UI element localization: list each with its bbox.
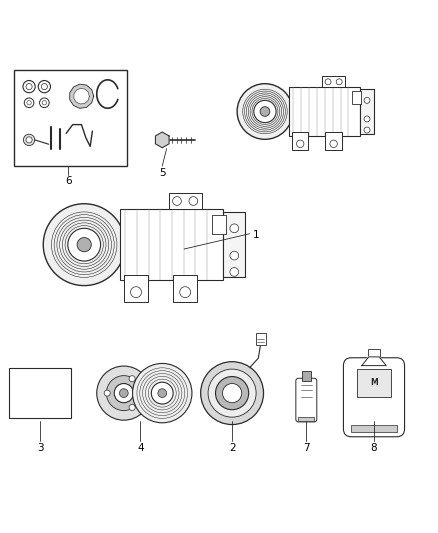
Circle shape	[26, 84, 32, 90]
Circle shape	[106, 376, 141, 410]
FancyBboxPatch shape	[296, 378, 317, 422]
Polygon shape	[74, 88, 89, 104]
Polygon shape	[155, 132, 169, 148]
Bar	[10, 368, 71, 418]
Bar	[352, 91, 361, 104]
Polygon shape	[70, 84, 94, 108]
Circle shape	[129, 376, 135, 382]
Text: 5: 5	[159, 168, 166, 177]
Circle shape	[129, 405, 135, 410]
Circle shape	[27, 101, 31, 105]
Circle shape	[26, 137, 32, 143]
FancyBboxPatch shape	[343, 358, 405, 437]
Circle shape	[215, 376, 249, 410]
Circle shape	[260, 107, 270, 116]
Polygon shape	[362, 357, 386, 366]
Bar	[368, 350, 380, 357]
Circle shape	[208, 369, 256, 417]
Bar	[325, 132, 342, 150]
Bar	[169, 193, 201, 209]
Circle shape	[230, 251, 239, 260]
Circle shape	[97, 366, 151, 420]
Circle shape	[23, 134, 35, 146]
Circle shape	[158, 389, 166, 398]
Bar	[289, 87, 360, 135]
Circle shape	[38, 80, 50, 93]
Text: 8: 8	[371, 443, 377, 453]
Circle shape	[23, 80, 35, 93]
Circle shape	[41, 84, 47, 90]
Circle shape	[336, 79, 342, 85]
Circle shape	[120, 389, 128, 398]
Circle shape	[131, 287, 141, 297]
Circle shape	[39, 98, 49, 108]
Circle shape	[104, 390, 110, 396]
Circle shape	[230, 224, 239, 233]
Circle shape	[189, 197, 198, 205]
Circle shape	[254, 100, 276, 123]
Bar	[124, 274, 148, 302]
Bar	[292, 132, 308, 150]
Text: 4: 4	[137, 443, 144, 453]
Bar	[223, 212, 245, 277]
Circle shape	[114, 384, 134, 403]
Circle shape	[42, 101, 46, 105]
Circle shape	[77, 238, 91, 252]
Circle shape	[201, 362, 264, 425]
Circle shape	[180, 287, 191, 297]
Circle shape	[43, 204, 125, 286]
Circle shape	[68, 228, 101, 261]
Bar	[302, 372, 311, 381]
Text: 2: 2	[229, 443, 235, 453]
Bar	[173, 274, 197, 302]
Circle shape	[151, 382, 173, 404]
Bar	[212, 215, 226, 234]
Bar	[120, 209, 223, 280]
Circle shape	[223, 384, 242, 403]
Bar	[298, 417, 314, 422]
Circle shape	[230, 268, 239, 276]
Circle shape	[330, 140, 337, 148]
Circle shape	[173, 197, 181, 205]
Circle shape	[24, 98, 34, 108]
Text: 7: 7	[303, 443, 310, 453]
Circle shape	[133, 364, 192, 423]
Circle shape	[364, 98, 370, 103]
Bar	[360, 89, 374, 134]
Circle shape	[237, 84, 293, 139]
Bar	[322, 76, 345, 87]
Text: 6: 6	[65, 176, 72, 187]
Bar	[351, 425, 397, 432]
Text: 1: 1	[253, 230, 259, 240]
Bar	[357, 369, 392, 398]
Circle shape	[297, 140, 304, 148]
Circle shape	[364, 127, 370, 133]
Text: 3: 3	[37, 443, 43, 453]
Circle shape	[325, 79, 331, 85]
Circle shape	[364, 116, 370, 122]
Text: M: M	[370, 378, 378, 387]
Bar	[256, 333, 266, 345]
Bar	[14, 70, 127, 166]
